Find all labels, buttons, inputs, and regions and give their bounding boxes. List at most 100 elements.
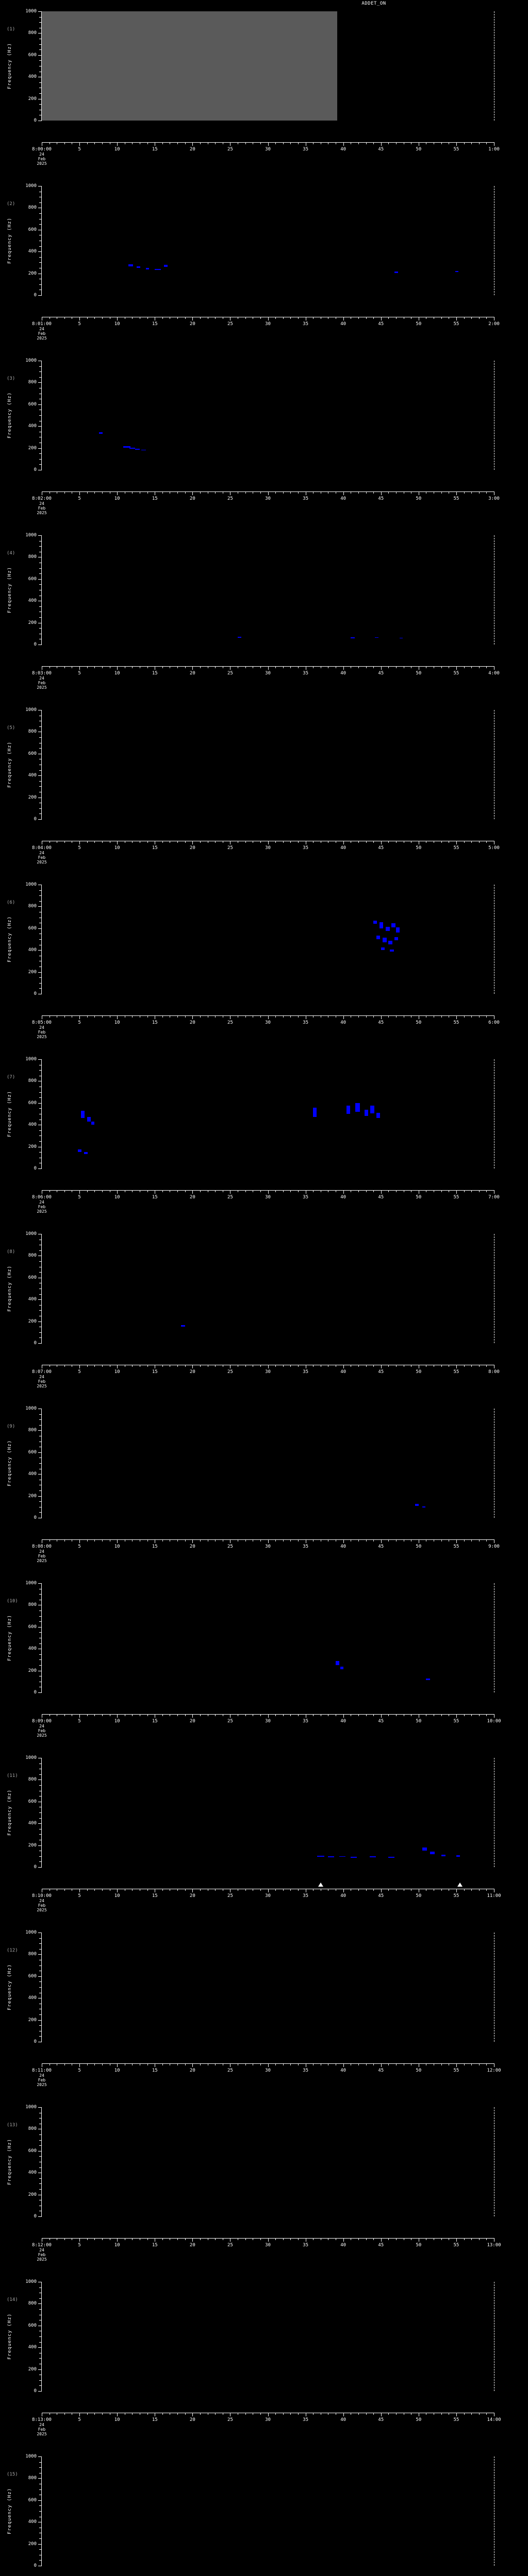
spectrogram-panel[interactable]: 0 200 400 600 800 1000 Frequency (Hz) (4) 8:03:0… <box>0 533 528 691</box>
x-tick-minor <box>471 2238 472 2240</box>
x-tick-minor <box>313 1714 314 1716</box>
plot-axes[interactable]: 0 200 400 600 800 1000 Frequency (Hz) (5) <box>7 707 494 822</box>
y-tick-minor <box>39 2309 42 2310</box>
x-axis-date-line: 2025 <box>37 161 47 166</box>
x-axis-tick-label: 30 <box>265 496 271 501</box>
x-tick-minor <box>313 1889 314 1891</box>
x-axis-end-label: 10:00 <box>487 1719 501 1724</box>
x-axis-tick-label: 50 <box>416 2243 422 2248</box>
spectrogram-panel[interactable]: 0 200 400 600 800 1000 Frequency (Hz) (12) 8:11:… <box>0 1930 528 2088</box>
x-tick-minor <box>87 1015 88 1018</box>
y-axis-tick-label: 1000 <box>25 1406 37 1411</box>
spectrogram-panel[interactable]: 0 200 400 600 800 1000 Frequency (Hz) (9) 8:08:0… <box>0 1406 528 1564</box>
x-tick-minor <box>147 666 148 668</box>
x-tick-minor <box>366 1889 367 1891</box>
spectrogram-panel[interactable]: 0 200 400 600 800 1000 Frequency (Hz) (7) 8:06:0… <box>0 1057 528 1215</box>
x-tick-minor <box>441 1015 442 1018</box>
spectrogram-canvas[interactable] <box>42 1758 494 1867</box>
x-tick-major <box>268 1714 269 1718</box>
x-axis-date-line: 24 <box>39 1025 44 1030</box>
plot-axes[interactable]: 0 200 400 600 800 1000 Frequency (Hz) (9) <box>7 1406 494 1520</box>
plot-axes[interactable]: 0 200 400 600 800 1000 Frequency (Hz) (12) <box>7 1930 494 2044</box>
plot-axes[interactable]: 0 200 400 600 800 1000 Frequency (Hz) (10) <box>7 1581 494 1695</box>
y-tick-major <box>38 1474 42 1475</box>
spectrogram-canvas[interactable] <box>42 1059 494 1168</box>
spectrogram-panel[interactable]: 0 200 400 600 800 1000 Frequency (Hz) (1) 8:00:0… <box>0 9 528 167</box>
panel-index-label: (14) <box>7 2297 18 2302</box>
x-tick-minor <box>395 317 397 319</box>
spectrogram-canvas[interactable] <box>42 11 494 121</box>
spectrogram-panel[interactable]: 0 200 400 600 800 1000 Frequency (Hz) (10) 8:09:… <box>0 1581 528 1739</box>
spectrogram-canvas[interactable] <box>42 1933 494 2042</box>
x-tick-minor <box>260 142 261 144</box>
x-axis-tick-label: 35 <box>303 1195 308 1200</box>
plot-axes[interactable]: 0 200 400 600 800 1000 Frequency (Hz) (7) <box>7 1057 494 1171</box>
plot-axes[interactable]: 0 200 400 600 800 1000 Frequency (Hz) (14) <box>7 2279 494 2394</box>
spectrogram-canvas[interactable] <box>42 2456 494 2566</box>
spectrogram-panel[interactable]: 0 200 400 600 800 1000 Frequency (Hz) (14) 8:13:… <box>0 2279 528 2437</box>
x-tick-minor <box>395 1365 397 1367</box>
x-tick-major <box>268 142 269 146</box>
x-tick-minor <box>260 1015 261 1018</box>
spectrogram-canvas[interactable] <box>42 1234 494 1343</box>
spectrogram-panel[interactable]: 0 200 400 600 800 1000 Frequency (Hz) (3) 8:02:0… <box>0 358 528 516</box>
spectrogram-canvas[interactable] <box>42 2282 494 2391</box>
spectrogram-panel[interactable]: 0 200 400 600 800 1000 Frequency (Hz) (8) 8:07:0… <box>0 1231 528 1389</box>
plot-axes[interactable]: 0 200 400 600 800 1000 Frequency (Hz) (1) <box>7 9 494 123</box>
x-tick-minor <box>162 2238 163 2240</box>
plot-axes[interactable]: 0 200 400 600 800 1000 Frequency (Hz) (11) <box>7 1755 494 1870</box>
spectrogram-panel[interactable]: 0 200 400 600 800 1000 Frequency (Hz) (11) 8:10:… <box>0 1755 528 1913</box>
y-axis-tick-label: 0 <box>34 1166 37 1171</box>
y-tick-minor <box>39 93 42 94</box>
spectrogram-panel[interactable]: 0 200 400 600 800 1000 Frequency (Hz) (5) 8:04:0… <box>0 707 528 866</box>
detection-mark <box>313 1108 317 1117</box>
x-axis-tick-label: 5 <box>78 2417 81 2422</box>
x-tick-minor <box>102 2063 103 2065</box>
spectrogram-canvas[interactable] <box>42 1409 494 1518</box>
x-tick-minor <box>132 2238 133 2240</box>
x-tick-minor <box>245 666 246 668</box>
plot-axes[interactable]: 0 200 400 600 800 1000 Frequency (Hz) (4) <box>7 533 494 647</box>
x-tick-major <box>343 1539 344 1543</box>
y-axis-tick-label: 800 <box>28 904 37 909</box>
plot-axes[interactable]: 0 200 400 600 800 1000 Frequency (Hz) (6) <box>7 882 494 996</box>
spectrogram-panel[interactable]: 0 200 400 600 800 1000 Frequency (Hz) (2) 8:01:0… <box>0 183 528 342</box>
x-axis-date-stack: 24 Feb 2025 <box>37 851 46 865</box>
plot-axes[interactable]: 0 200 400 600 800 1000 Frequency (Hz) (3) <box>7 358 494 472</box>
x-axis-tick-label: 40 <box>340 2068 346 2073</box>
x-tick-major <box>79 317 80 320</box>
plot-axes[interactable]: 0 200 400 600 800 1000 Frequency (Hz) (8) <box>7 1231 494 1346</box>
spectrogram-canvas[interactable] <box>42 186 494 295</box>
x-tick-minor <box>388 2413 389 2415</box>
plot-axes[interactable]: 0 200 400 600 800 1000 Frequency (Hz) (13) <box>7 2105 494 2219</box>
spectrogram-canvas[interactable] <box>42 535 494 645</box>
x-tick-minor <box>260 1365 261 1367</box>
x-axis-date-stack: 24 Feb 2025 <box>37 501 46 515</box>
x-axis-tick-label: 5 <box>78 1195 81 1200</box>
x-tick-minor <box>486 317 487 319</box>
x-tick-minor <box>275 1539 276 1541</box>
spectrogram-canvas[interactable] <box>42 2107 494 2216</box>
x-tick-minor <box>147 1365 148 1367</box>
x-tick-minor <box>464 666 465 668</box>
plot-axes[interactable]: 0 200 400 600 800 1000 Frequency (Hz) (2) <box>7 183 494 298</box>
x-axis-tick-label: 10 <box>114 2243 120 2248</box>
spectrogram-panel[interactable]: 0 200 400 600 800 1000 Frequency (Hz) (6) 8:05:0… <box>0 882 528 1040</box>
plot-axes[interactable]: 0 200 400 600 800 1000 Frequency (Hz) (15) <box>7 2454 494 2568</box>
x-axis-tick-label: 40 <box>340 1369 346 1375</box>
x-tick-minor <box>177 1365 178 1367</box>
spectrogram-canvas[interactable] <box>42 361 494 470</box>
x-tick-minor <box>441 317 442 319</box>
spectrogram-canvas[interactable] <box>42 1583 494 1692</box>
spectrogram-canvas[interactable] <box>42 885 494 994</box>
x-axis-tick-label: 55 <box>453 1195 459 1200</box>
x-tick-minor <box>87 142 88 144</box>
spectrogram-panel[interactable]: 0 200 400 600 800 1000 Frequency (Hz) (13) 8:12:… <box>0 2105 528 2263</box>
x-axis-tick-label: 50 <box>416 1195 422 1200</box>
spectrogram-canvas[interactable] <box>42 710 494 819</box>
x-axis-tick-label: 45 <box>378 496 384 501</box>
x-tick-minor <box>478 142 480 144</box>
x-axis-tick-label: 40 <box>340 1195 346 1200</box>
x-tick-minor <box>388 142 389 144</box>
